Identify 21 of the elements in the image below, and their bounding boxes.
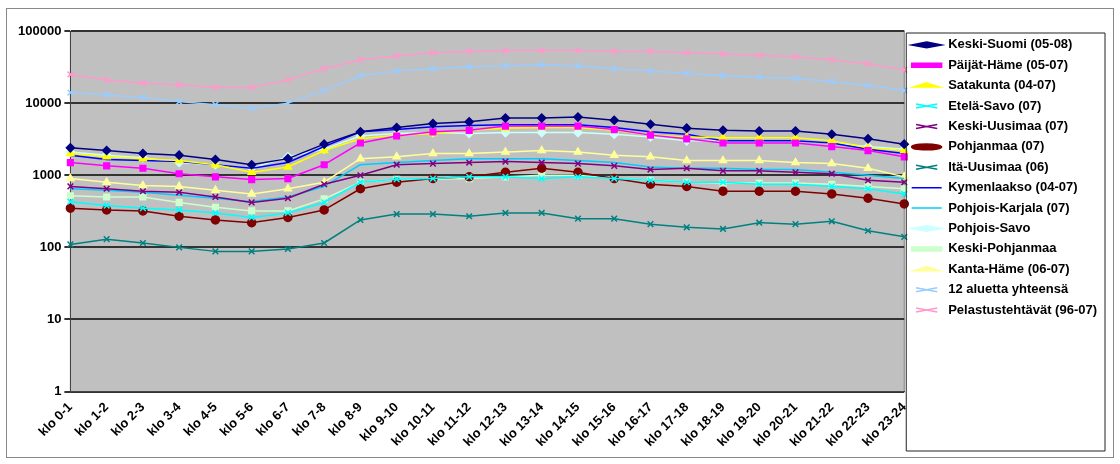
legend-label: Pohjois-Savo	[948, 220, 1031, 236]
x-tick-label: klo 7-8	[289, 399, 329, 439]
y-tick-label: 1	[54, 383, 62, 399]
y-tick-label: 10	[46, 311, 62, 327]
y-tick-label: 10000	[25, 94, 62, 110]
legend-label: Pohjois-Karjala (07)	[948, 199, 1070, 215]
y-tick-label: 100	[39, 238, 62, 254]
legend-label: Kanta-Häme (06-07)	[948, 260, 1070, 276]
legend-label: Keski-Pohjanmaa	[948, 240, 1058, 256]
y-tick-label: 100000	[17, 22, 62, 38]
legend-label: Itä-Uusimaa (06)	[948, 158, 1049, 174]
legend-label: Keski-Uusimaa (07)	[948, 118, 1069, 134]
legend-label: Kymenlaakso (04-07)	[948, 179, 1078, 195]
y-tick-label: 1000	[32, 166, 62, 182]
legend-label: Pohjanmaa (07)	[948, 138, 1045, 154]
legend-label: Päijät-Häme (05-07)	[948, 56, 1069, 72]
legend-label: 12 aluetta yhteensä	[948, 281, 1069, 297]
legend-label: Pelastustehtävät (96-07)	[948, 301, 1097, 317]
legend-label: Satakunta (04-07)	[948, 77, 1056, 93]
legend-label: Keski-Suomi (05-08)	[948, 36, 1073, 52]
legend-label: Etelä-Savo (07)	[948, 97, 1042, 113]
